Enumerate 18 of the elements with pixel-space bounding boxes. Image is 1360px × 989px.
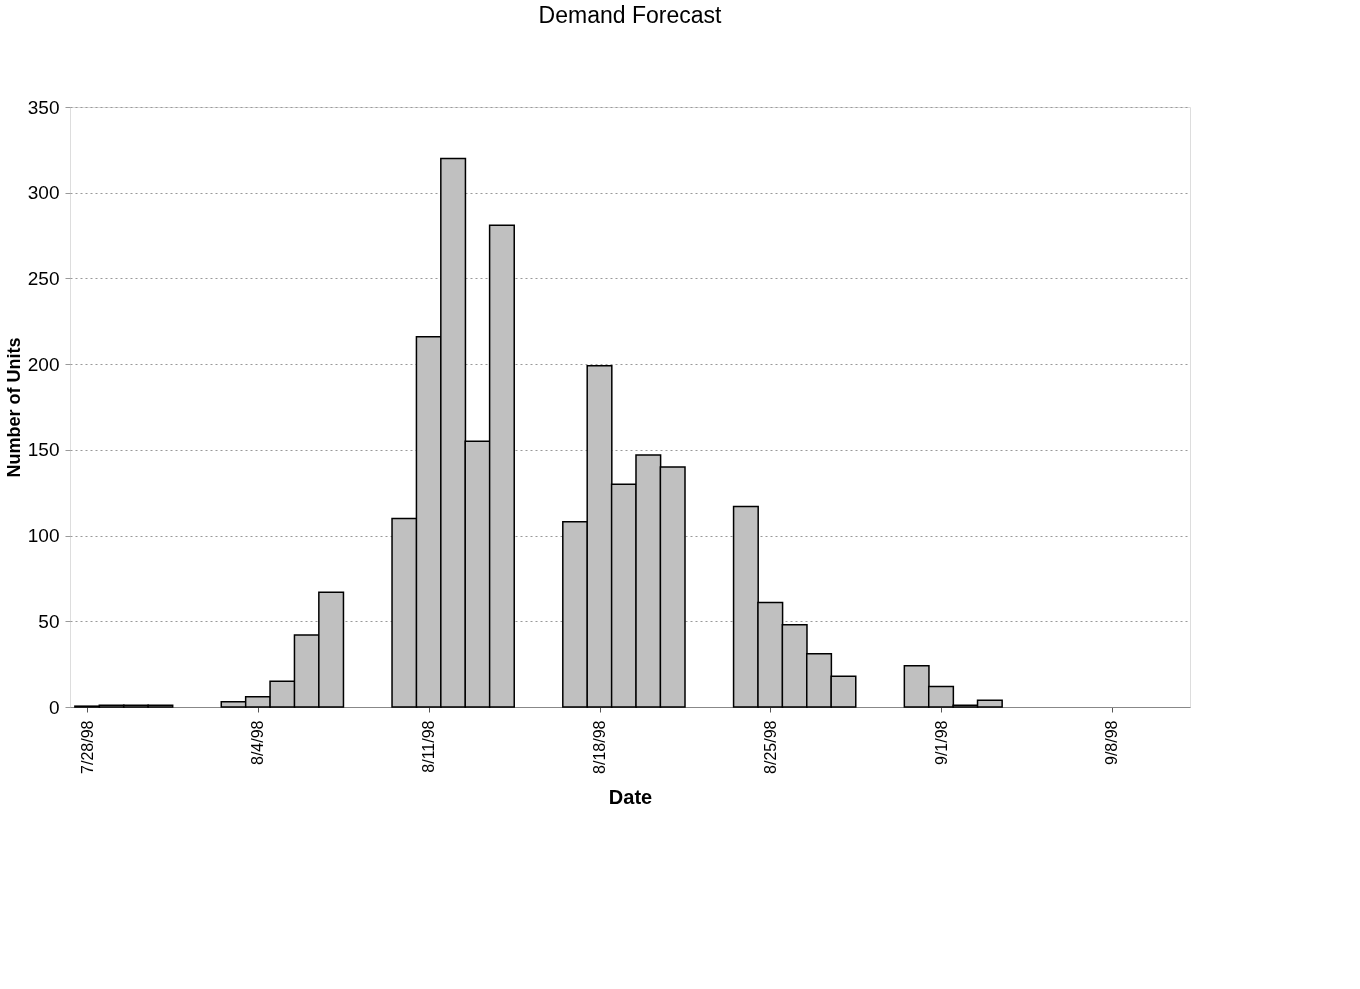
y-tick-label: 50	[38, 610, 60, 632]
chart-title: Demand Forecast	[538, 2, 722, 28]
y-axis-title: Number of Units	[3, 337, 24, 478]
y-tick-label: 250	[27, 267, 60, 289]
y-tick-label: 200	[27, 353, 60, 375]
x-tick-label: 9/8/98	[1103, 720, 1121, 765]
x-tick-label: 8/11/98	[420, 720, 438, 773]
x-tick-label: 7/28/98	[78, 720, 96, 774]
x-tick-label: 8/25/98	[761, 720, 779, 774]
y-tick-label: 300	[27, 182, 60, 204]
x-tick-label: 9/1/98	[932, 720, 950, 765]
x-axis-title: Date	[608, 785, 653, 808]
x-tick-label: 8/4/98	[249, 720, 267, 765]
y-tick-label: 0	[48, 696, 60, 718]
x-tick-label: 8/18/98	[591, 720, 609, 774]
y-tick-label: 150	[27, 439, 60, 461]
y-tick-label: 350	[27, 96, 60, 118]
y-tick-label: 100	[27, 525, 60, 547]
